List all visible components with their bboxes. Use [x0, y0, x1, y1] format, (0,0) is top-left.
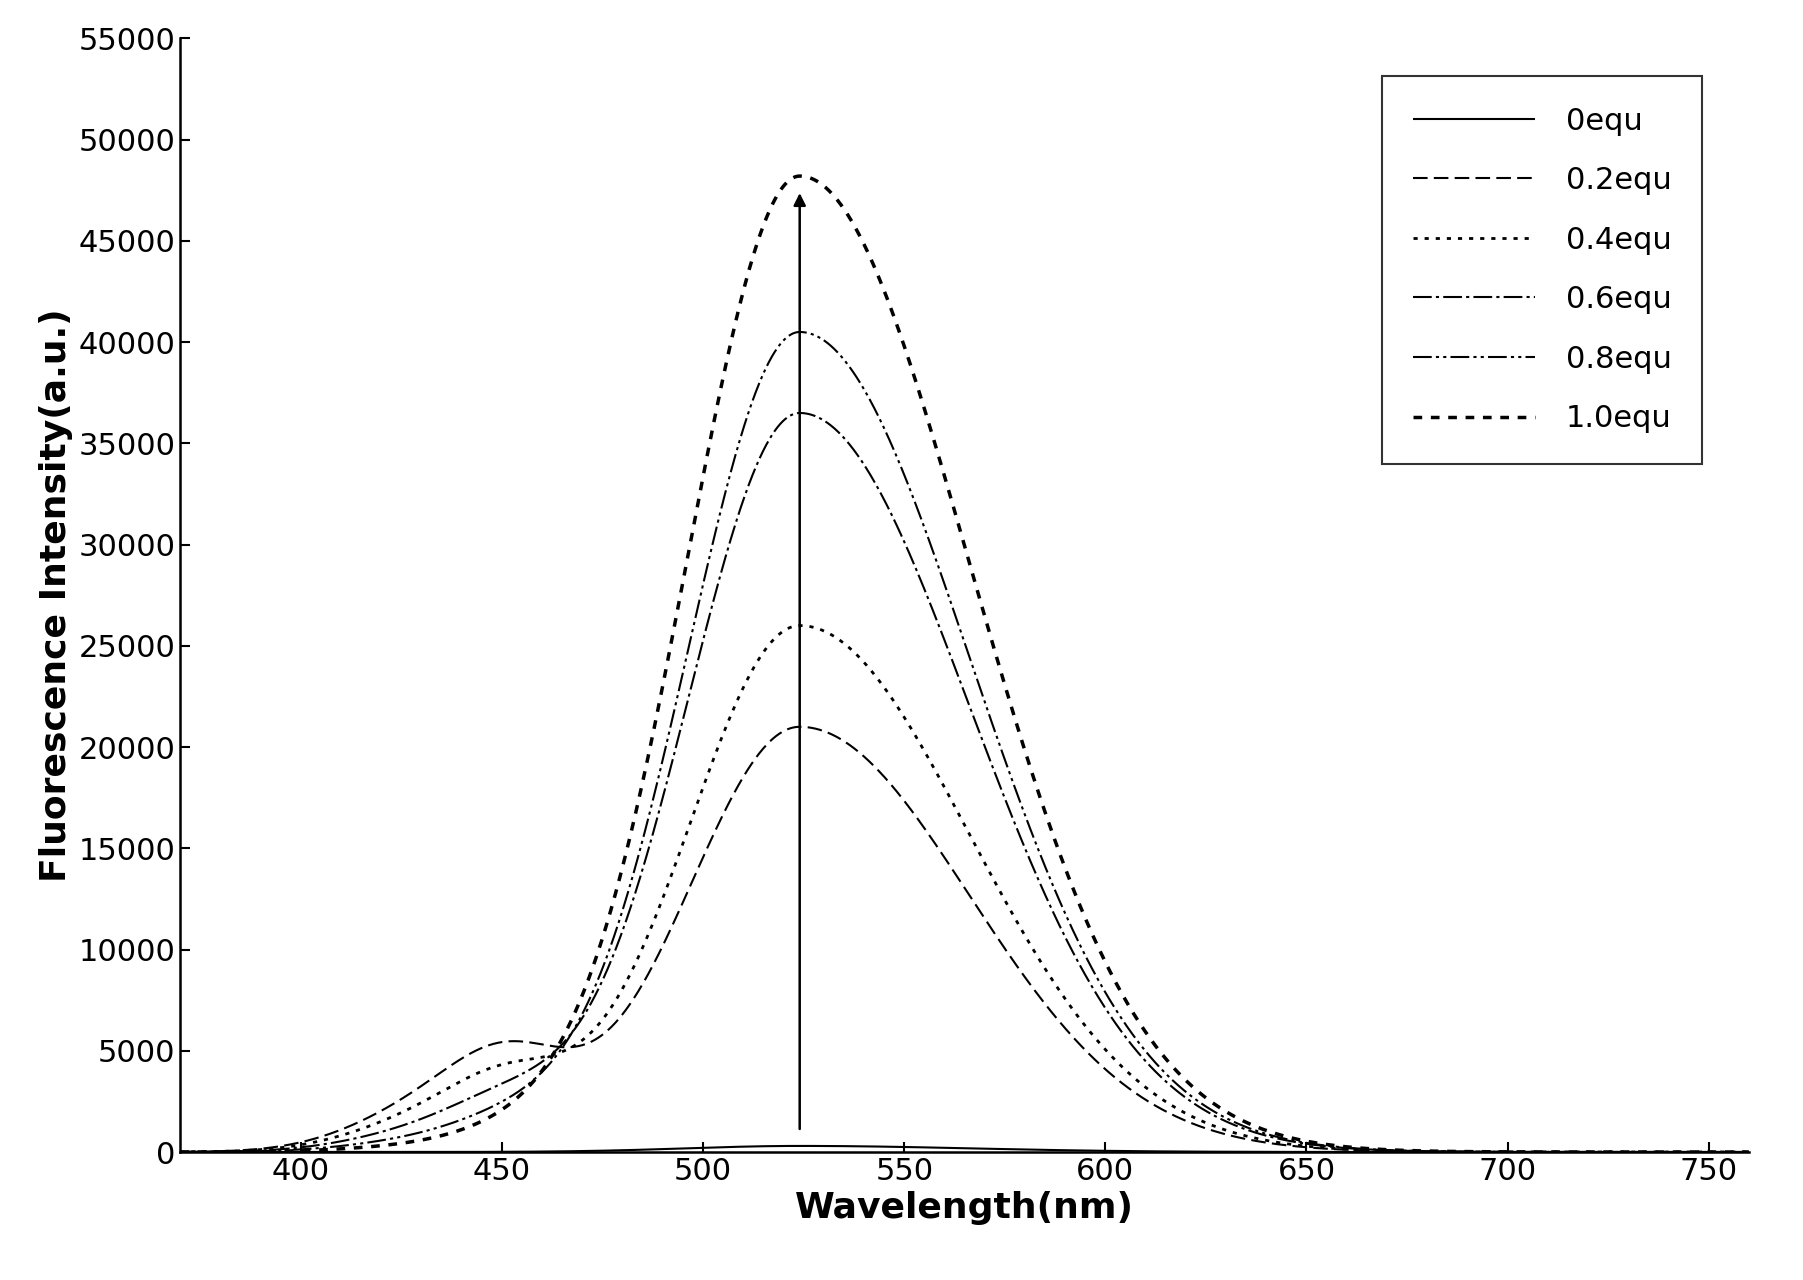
- 0.2equ: [1707, 1144, 1729, 1160]
- 0.6equ: [442, 1098, 463, 1114]
- 0.8equ: [169, 1144, 191, 1160]
- X-axis label: Wavelength(nm): Wavelength(nm): [795, 1192, 1134, 1225]
- 0.6equ: [772, 415, 793, 430]
- 0equ: [788, 1138, 810, 1153]
- 0.8equ: [1538, 1144, 1560, 1160]
- 0equ: [169, 1144, 191, 1160]
- 1.0equ: [1538, 1144, 1560, 1160]
- Line: 0equ: 0equ: [180, 1146, 1749, 1152]
- 0equ: [1738, 1144, 1760, 1160]
- 0.2equ: [840, 737, 862, 753]
- 0.2equ: [442, 1057, 463, 1073]
- Line: 0.2equ: 0.2equ: [180, 727, 1749, 1152]
- 0.6equ: [1538, 1144, 1560, 1160]
- 1.0equ: [1738, 1144, 1760, 1160]
- 0.2equ: [1738, 1144, 1760, 1160]
- 0equ: [840, 1138, 862, 1153]
- 1.0equ: [788, 169, 810, 184]
- 0.4equ: [788, 618, 810, 634]
- 0.8equ: [788, 324, 810, 339]
- Line: 1.0equ: 1.0equ: [180, 177, 1749, 1152]
- 0.4equ: [1538, 1144, 1560, 1160]
- 1.0equ: [348, 1140, 370, 1156]
- Line: 0.6equ: 0.6equ: [180, 413, 1749, 1152]
- 1.0equ: [442, 1125, 463, 1140]
- 0.8equ: [1707, 1144, 1729, 1160]
- 0.6equ: [1707, 1144, 1729, 1160]
- 0equ: [1707, 1144, 1729, 1160]
- 0.4equ: [1707, 1144, 1729, 1160]
- 1.0equ: [169, 1144, 191, 1160]
- Line: 0.4equ: 0.4equ: [180, 626, 1749, 1152]
- 0.4equ: [840, 641, 862, 657]
- 0.8equ: [442, 1115, 463, 1130]
- 0.4equ: [348, 1123, 370, 1138]
- 1.0equ: [840, 211, 862, 227]
- 0equ: [442, 1144, 463, 1160]
- 0.8equ: [1738, 1144, 1760, 1160]
- 1.0equ: [1707, 1144, 1729, 1160]
- 0.2equ: [772, 724, 793, 740]
- 0.4equ: [772, 625, 793, 640]
- 0.8equ: [348, 1137, 370, 1152]
- 0.4equ: [442, 1078, 463, 1093]
- Y-axis label: Fluorescence Intensity(a.u.): Fluorescence Intensity(a.u.): [40, 308, 72, 882]
- 0.2equ: [1538, 1144, 1560, 1160]
- 0.4equ: [169, 1144, 191, 1160]
- 0equ: [348, 1144, 370, 1160]
- Line: 0.8equ: 0.8equ: [180, 332, 1749, 1152]
- 0.2equ: [169, 1144, 191, 1160]
- 0.8equ: [772, 334, 793, 349]
- 0.2equ: [788, 719, 810, 735]
- 0.6equ: [788, 406, 810, 421]
- 0equ: [1538, 1144, 1560, 1160]
- 0.8equ: [840, 360, 862, 375]
- 0.6equ: [169, 1144, 191, 1160]
- 0.2equ: [348, 1114, 370, 1129]
- 0.6equ: [1738, 1144, 1760, 1160]
- 0.6equ: [840, 438, 862, 453]
- 0.4equ: [1738, 1144, 1760, 1160]
- 0.6equ: [348, 1130, 370, 1146]
- Legend: 0equ, 0.2equ, 0.4equ, 0.6equ, 0.8equ, 1.0equ: 0equ, 0.2equ, 0.4equ, 0.6equ, 0.8equ, 1.…: [1383, 76, 1702, 463]
- 0equ: [772, 1138, 793, 1153]
- 1.0equ: [772, 180, 793, 196]
